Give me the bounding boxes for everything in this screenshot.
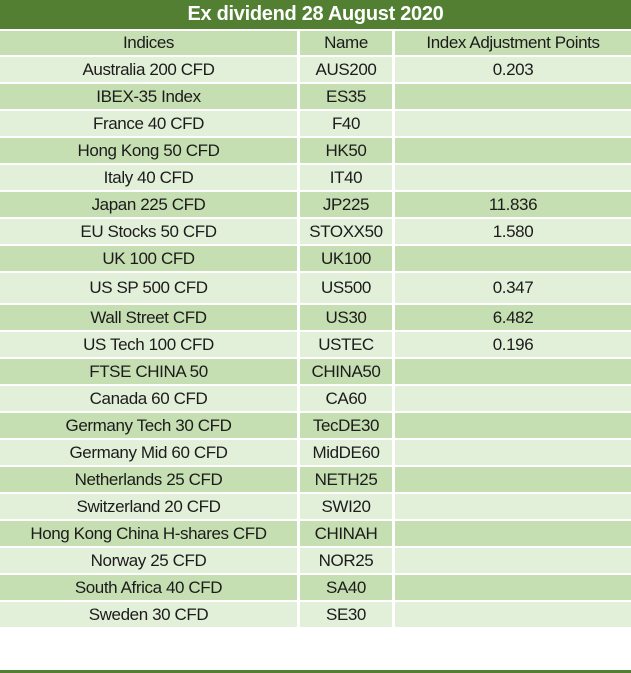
cell-points: 0.196 xyxy=(395,332,631,359)
cell-points xyxy=(395,413,631,440)
cell-name: UK100 xyxy=(300,246,395,273)
table-row: Switzerland 20 CFD SWI20 xyxy=(0,494,631,521)
cell-points: 0.347 xyxy=(395,273,631,305)
cell-name: CHINA50 xyxy=(300,359,395,386)
cell-indices: Netherlands 25 CFD xyxy=(0,467,300,494)
cell-points: 0.203 xyxy=(395,57,631,84)
column-header-name: Name xyxy=(300,31,395,57)
table-row: Norway 25 CFD NOR25 xyxy=(0,548,631,575)
cell-indices: Japan 225 CFD xyxy=(0,192,300,219)
table-row: Japan 225 CFD JP225 11.836 xyxy=(0,192,631,219)
table-row: Sweden 30 CFD SE30 xyxy=(0,602,631,629)
cell-name: IT40 xyxy=(300,165,395,192)
cell-points xyxy=(395,84,631,111)
table-row: Australia 200 CFD AUS200 0.203 xyxy=(0,57,631,84)
cell-name: HK50 xyxy=(300,138,395,165)
cell-indices: Hong Kong 50 CFD xyxy=(0,138,300,165)
cell-name: CHINAH xyxy=(300,521,395,548)
cell-name: TecDE30 xyxy=(300,413,395,440)
cell-name: CA60 xyxy=(300,386,395,413)
cell-points xyxy=(395,440,631,467)
bottom-accent-strip xyxy=(0,670,631,673)
cell-indices: EU Stocks 50 CFD xyxy=(0,219,300,246)
cell-points xyxy=(395,602,631,629)
cell-points xyxy=(395,467,631,494)
cell-indices: US SP 500 CFD xyxy=(0,273,300,305)
cell-points: 1.580 xyxy=(395,219,631,246)
cell-name: SE30 xyxy=(300,602,395,629)
cell-indices: Sweden 30 CFD xyxy=(0,602,300,629)
cell-indices: Canada 60 CFD xyxy=(0,386,300,413)
table-row: US Tech 100 CFD USTEC 0.196 xyxy=(0,332,631,359)
table-row: Canada 60 CFD CA60 xyxy=(0,386,631,413)
table-body: Australia 200 CFD AUS200 0.203 IBEX-35 Inde… xyxy=(0,57,631,629)
cell-points xyxy=(395,246,631,273)
cell-indices: UK 100 CFD xyxy=(0,246,300,273)
cell-indices: FTSE CHINA 50 xyxy=(0,359,300,386)
cell-points xyxy=(395,494,631,521)
cell-name: SA40 xyxy=(300,575,395,602)
table-title: Ex dividend 28 August 2020 xyxy=(0,0,631,29)
cell-points xyxy=(395,521,631,548)
table-row: FTSE CHINA 50 CHINA50 xyxy=(0,359,631,386)
table-row: Italy 40 CFD IT40 xyxy=(0,165,631,192)
cell-indices: South Africa 40 CFD xyxy=(0,575,300,602)
table-row: EU Stocks 50 CFD STOXX50 1.580 xyxy=(0,219,631,246)
table-header: Indices Name Index Adjustment Points xyxy=(0,31,631,57)
cell-points xyxy=(395,575,631,602)
cell-name: ES35 xyxy=(300,84,395,111)
cell-points xyxy=(395,359,631,386)
cell-indices: France 40 CFD xyxy=(0,111,300,138)
cell-name: SWI20 xyxy=(300,494,395,521)
table-row: Hong Kong 50 CFD HK50 xyxy=(0,138,631,165)
table-row: Wall Street CFD US30 6.482 xyxy=(0,305,631,332)
cell-indices: Australia 200 CFD xyxy=(0,57,300,84)
cell-indices: Hong Kong China H-shares CFD xyxy=(0,521,300,548)
table-row: US SP 500 CFD US500 0.347 xyxy=(0,273,631,305)
table-row: UK 100 CFD UK100 xyxy=(0,246,631,273)
header-row: Indices Name Index Adjustment Points xyxy=(0,31,631,57)
table-row: Hong Kong China H-shares CFD CHINAH xyxy=(0,521,631,548)
cell-indices: US Tech 100 CFD xyxy=(0,332,300,359)
column-header-index-adjustment-points: Index Adjustment Points xyxy=(395,31,631,57)
table-row: South Africa 40 CFD SA40 xyxy=(0,575,631,602)
table-row: IBEX-35 Index ES35 xyxy=(0,84,631,111)
cell-indices: Germany Tech 30 CFD xyxy=(0,413,300,440)
cell-indices: Wall Street CFD xyxy=(0,305,300,332)
cell-indices: IBEX-35 Index xyxy=(0,84,300,111)
cell-points xyxy=(395,138,631,165)
cell-name: STOXX50 xyxy=(300,219,395,246)
cell-name: US500 xyxy=(300,273,395,305)
cell-indices: Germany Mid 60 CFD xyxy=(0,440,300,467)
cell-name: JP225 xyxy=(300,192,395,219)
cell-points xyxy=(395,111,631,138)
cell-name: F40 xyxy=(300,111,395,138)
table-row: France 40 CFD F40 xyxy=(0,111,631,138)
cell-indices: Norway 25 CFD xyxy=(0,548,300,575)
table-row: Germany Mid 60 CFD MidDE60 xyxy=(0,440,631,467)
cell-name: NOR25 xyxy=(300,548,395,575)
cell-name: US30 xyxy=(300,305,395,332)
ex-dividend-table: Indices Name Index Adjustment Points Aus… xyxy=(0,31,631,629)
cell-name: AUS200 xyxy=(300,57,395,84)
cell-points xyxy=(395,548,631,575)
cell-points: 6.482 xyxy=(395,305,631,332)
cell-name: USTEC xyxy=(300,332,395,359)
table-row: Germany Tech 30 CFD TecDE30 xyxy=(0,413,631,440)
column-header-indices: Indices xyxy=(0,31,300,57)
cell-points xyxy=(395,165,631,192)
cell-points: 11.836 xyxy=(395,192,631,219)
cell-points xyxy=(395,386,631,413)
cell-indices: Italy 40 CFD xyxy=(0,165,300,192)
table-row: Netherlands 25 CFD NETH25 xyxy=(0,467,631,494)
cell-name: NETH25 xyxy=(300,467,395,494)
cell-indices: Switzerland 20 CFD xyxy=(0,494,300,521)
cell-name: MidDE60 xyxy=(300,440,395,467)
